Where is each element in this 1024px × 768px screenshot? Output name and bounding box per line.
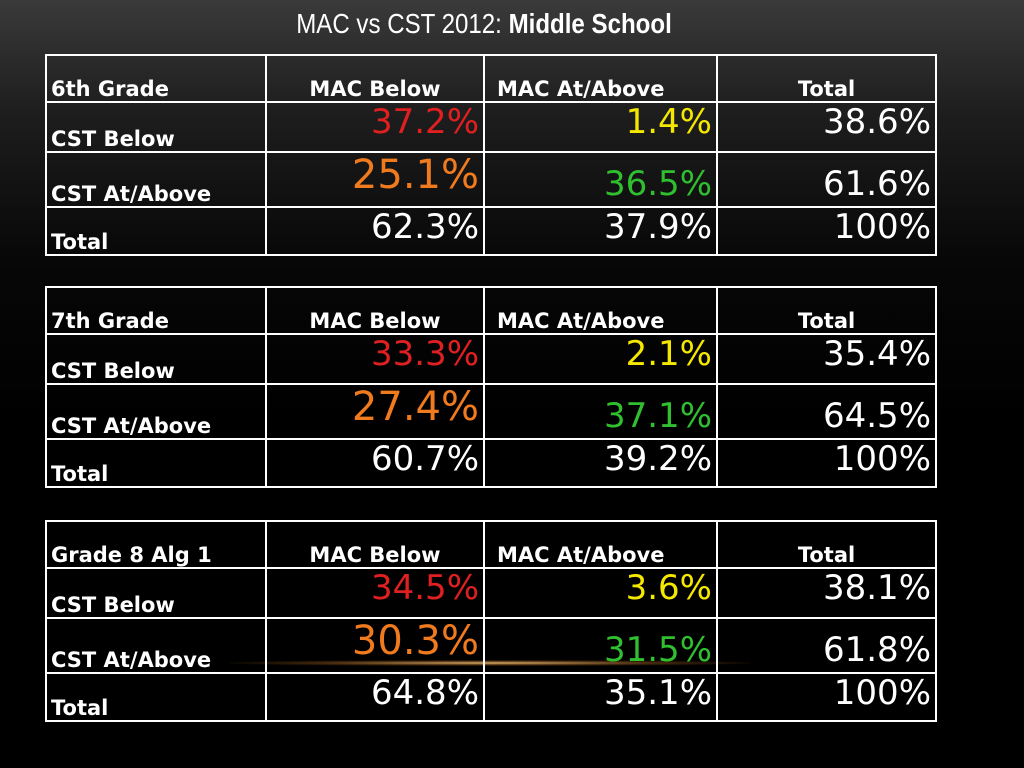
table-row: CST Below 34.5% 3.6% 38.1% (45, 567, 937, 619)
cell-total-mac-below: 62.3% (265, 206, 485, 256)
grade-6-table: 6th Grade MAC Below MAC At/Above Total C… (45, 54, 937, 256)
header-mac-below: MAC Below (265, 54, 485, 103)
cell-total-mac-at-above: 39.2% (483, 438, 718, 488)
cell-cst-at-above-mac-at-above: 36.5% (483, 151, 718, 208)
cell-cst-below-mac-at-above: 2.1% (483, 333, 718, 385)
cell-total-total: 100% (716, 672, 937, 722)
header-mac-at-above: MAC At/Above (483, 520, 718, 569)
table-header-row: Grade 8 Alg 1 MAC Below MAC At/Above Tot… (45, 520, 937, 569)
grade-label: 7th Grade (45, 286, 267, 335)
table-row: CST At/Above 30.3% 31.5% 61.8% (45, 617, 937, 674)
table-header-row: 6th Grade MAC Below MAC At/Above Total (45, 54, 937, 103)
grade-label: 6th Grade (45, 54, 267, 103)
header-total: Total (716, 54, 937, 103)
cell-total-mac-at-above: 35.1% (483, 672, 718, 722)
cell-cst-below-total: 35.4% (716, 333, 937, 385)
cell-total-mac-at-above: 37.9% (483, 206, 718, 256)
title-bold-text: Middle School (508, 8, 672, 39)
cell-cst-at-above-total: 64.5% (716, 383, 937, 440)
header-mac-at-above: MAC At/Above (483, 286, 718, 335)
title-text: MAC vs CST 2012: (296, 8, 509, 39)
cell-cst-below-mac-below: 33.3% (265, 333, 485, 385)
grade-label: Grade 8 Alg 1 (45, 520, 267, 569)
table-row: Total 60.7% 39.2% 100% (45, 438, 937, 488)
slide-title: MAC vs CST 2012: Middle School (68, 8, 900, 40)
cell-cst-below-mac-below: 37.2% (265, 101, 485, 153)
cell-total-mac-below: 60.7% (265, 438, 485, 488)
row-label-cst-at-above: CST At/Above (45, 383, 267, 440)
cell-total-mac-below: 64.8% (265, 672, 485, 722)
row-label-total: Total (45, 206, 267, 256)
row-label-cst-at-above: CST At/Above (45, 617, 267, 674)
row-label-total: Total (45, 438, 267, 488)
header-total: Total (716, 520, 937, 569)
row-label-cst-below: CST Below (45, 567, 267, 619)
header-mac-below: MAC Below (265, 286, 485, 335)
cell-total-total: 100% (716, 438, 937, 488)
table-row: CST At/Above 27.4% 37.1% 64.5% (45, 383, 937, 440)
table-row: CST Below 37.2% 1.4% 38.6% (45, 101, 937, 153)
cell-cst-at-above-total: 61.6% (716, 151, 937, 208)
grade-7-table: 7th Grade MAC Below MAC At/Above Total C… (45, 286, 937, 488)
grade-8-alg1-table: Grade 8 Alg 1 MAC Below MAC At/Above Tot… (45, 520, 937, 722)
cell-cst-at-above-mac-at-above: 31.5% (483, 617, 718, 674)
cell-cst-at-above-total: 61.8% (716, 617, 937, 674)
table-header-row: 7th Grade MAC Below MAC At/Above Total (45, 286, 937, 335)
cell-cst-at-above-mac-at-above: 37.1% (483, 383, 718, 440)
cell-cst-below-mac-below: 34.5% (265, 567, 485, 619)
header-total: Total (716, 286, 937, 335)
cell-cst-at-above-mac-below: 30.3% (265, 617, 485, 674)
header-mac-below: MAC Below (265, 520, 485, 569)
cell-cst-below-mac-at-above: 3.6% (483, 567, 718, 619)
table-row: Total 64.8% 35.1% 100% (45, 672, 937, 722)
row-label-cst-at-above: CST At/Above (45, 151, 267, 208)
cell-cst-at-above-mac-below: 27.4% (265, 383, 485, 440)
row-label-cst-below: CST Below (45, 101, 267, 153)
header-mac-at-above: MAC At/Above (483, 54, 718, 103)
table-row: CST Below 33.3% 2.1% 35.4% (45, 333, 937, 385)
cell-cst-below-mac-at-above: 1.4% (483, 101, 718, 153)
row-label-total: Total (45, 672, 267, 722)
table-row: Total 62.3% 37.9% 100% (45, 206, 937, 256)
row-label-cst-below: CST Below (45, 333, 267, 385)
cell-cst-at-above-mac-below: 25.1% (265, 151, 485, 208)
table-row: CST At/Above 25.1% 36.5% 61.6% (45, 151, 937, 208)
cell-total-total: 100% (716, 206, 937, 256)
cell-cst-below-total: 38.1% (716, 567, 937, 619)
cell-cst-below-total: 38.6% (716, 101, 937, 153)
